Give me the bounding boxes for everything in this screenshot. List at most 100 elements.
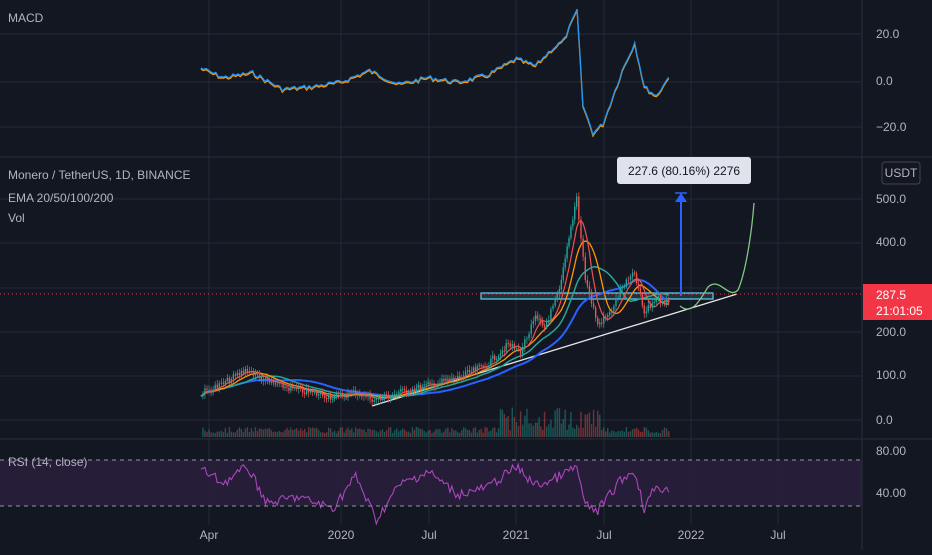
volume-bar — [497, 428, 500, 437]
candle-body — [495, 359, 498, 361]
candle-body — [357, 394, 359, 396]
candle-body — [590, 292, 593, 304]
candle-body — [288, 387, 290, 391]
volume-bar — [511, 407, 513, 437]
volume-bar — [347, 427, 349, 437]
volume-bar — [411, 427, 414, 437]
volume-bar — [282, 432, 284, 437]
volume-bar — [218, 431, 220, 437]
rsi-line — [200, 462, 670, 526]
volume-bar — [359, 428, 361, 437]
volume-bar — [584, 414, 586, 437]
candle-body — [365, 393, 367, 397]
candle-body — [250, 370, 253, 372]
symbol-title[interactable]: Monero / TetherUS, 1D, BINANCE — [8, 168, 191, 182]
volume-bar — [353, 432, 355, 437]
candle-body — [603, 316, 605, 324]
volume-bar — [522, 424, 524, 437]
candle-body — [459, 375, 461, 378]
volume-bar — [317, 430, 320, 437]
candle-body — [460, 377, 463, 379]
volume-bar — [635, 427, 638, 437]
volume-bar — [457, 432, 459, 437]
volume-bar — [208, 429, 210, 437]
volume-bar — [486, 427, 488, 437]
candle-body — [402, 389, 404, 391]
grid — [0, 0, 862, 525]
candle-body — [349, 392, 351, 394]
macd-title[interactable]: MACD — [8, 11, 44, 25]
candle-body — [548, 319, 550, 323]
currency-badge[interactable]: USDT — [881, 161, 921, 185]
candle-body — [268, 379, 271, 383]
candle-body — [540, 318, 542, 322]
candle-body — [517, 348, 520, 350]
candle-body — [262, 380, 265, 382]
candle-body — [415, 387, 418, 392]
volume-bar — [657, 432, 660, 437]
x-label-2020: 2020 — [328, 528, 355, 542]
volume-bar — [653, 432, 655, 437]
candle-body — [212, 389, 214, 393]
candle-body — [354, 390, 357, 396]
candle-body — [486, 366, 488, 368]
candle-body — [639, 288, 642, 295]
candle-body — [659, 295, 662, 303]
candle-body — [597, 317, 599, 325]
candle-body — [294, 387, 296, 389]
volume-bar — [206, 431, 208, 437]
volume-bar — [204, 430, 206, 437]
candle-body — [439, 382, 441, 384]
candle-body — [329, 395, 332, 400]
candle-body — [623, 286, 625, 288]
candle-body — [488, 365, 490, 368]
candle-body — [321, 392, 324, 396]
last-price-tag: 287.5 21:01:05 — [863, 284, 932, 320]
volume-bar — [472, 428, 475, 437]
volume-bar — [236, 429, 239, 437]
volume-bar — [536, 422, 538, 437]
candle-body — [501, 350, 504, 354]
candle-body — [545, 322, 548, 328]
candle-body — [538, 318, 540, 320]
volume-bar — [455, 430, 457, 437]
volume-bar — [329, 428, 332, 437]
candle-body — [443, 378, 445, 382]
candle-body — [625, 279, 628, 287]
candle-body — [478, 365, 480, 367]
volume-indicator-label[interactable]: Vol — [8, 211, 25, 225]
volume-bar — [578, 427, 580, 437]
volume-bar — [556, 408, 558, 437]
volume-bar — [343, 432, 345, 437]
candle-body — [462, 375, 465, 378]
candle-body — [564, 258, 566, 268]
volume-bar — [431, 432, 433, 437]
volume-bar — [492, 427, 494, 437]
volume-bar — [270, 430, 273, 437]
volume-bar — [528, 423, 530, 437]
rsi-title[interactable]: RSI (14, close) — [8, 455, 87, 469]
candle-body — [405, 390, 408, 394]
ema-indicator-label[interactable]: EMA 20/50/100/200 — [8, 191, 114, 205]
candle-body — [292, 385, 294, 389]
volume-bar — [568, 424, 570, 437]
candle-body — [668, 299, 670, 303]
volume-bar — [298, 430, 300, 437]
volume-bar — [306, 432, 308, 437]
candle-body — [254, 372, 257, 376]
volume-bar — [460, 430, 463, 437]
candle-body — [343, 395, 345, 397]
volume-bar — [668, 431, 670, 437]
volume-bar — [655, 431, 657, 437]
volume-bar — [534, 422, 537, 437]
candle-body — [528, 333, 530, 339]
candle-body — [377, 398, 380, 400]
volume-bar — [439, 429, 441, 437]
volume-bar — [503, 413, 505, 437]
candle-body — [655, 300, 657, 303]
volume-bar — [290, 427, 292, 437]
candle-body — [653, 302, 655, 304]
